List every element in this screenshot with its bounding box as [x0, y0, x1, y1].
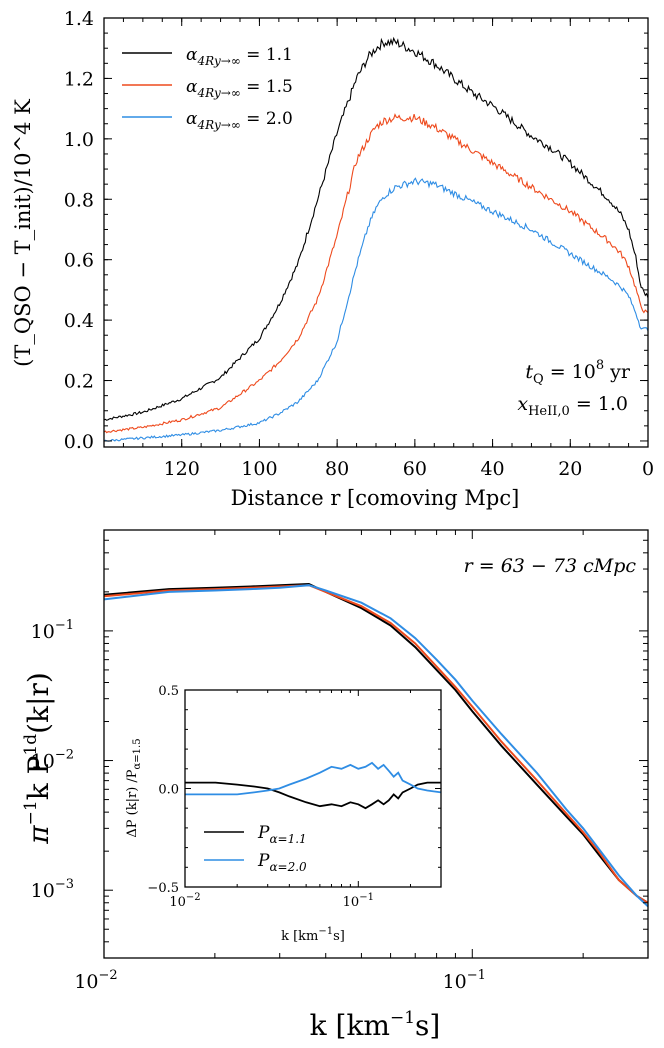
top-x-tick-label: 100: [241, 458, 277, 480]
inset-legend: Pα=1.1 Pα=2.0: [204, 823, 307, 874]
top-series-a20: [103, 177, 649, 442]
inset-background: [185, 690, 441, 887]
legend-label-a20: α4Ry→∞ = 2.0: [186, 109, 293, 132]
top-x-axis-label: Distance r [comoving Mpc]: [231, 486, 520, 510]
annotation-tq: tQ = 108 yr: [525, 358, 631, 387]
inset-panel: 10−2 10−1 0.5 0.0 −0.5: [147, 684, 442, 910]
bottom-x-axis-label: k [km−1s]: [310, 1008, 441, 1042]
top-panel: 120 100 80 60 40 20 0 0.0 0.2 0.4 0.6 0.8 1.0 1.2 1.4: [64, 8, 654, 480]
legend-label-a15: α4Ry→∞ = 1.5: [186, 77, 293, 100]
bottom-y-tick-label: 10−1: [31, 618, 74, 643]
inset-legend-label-a20: Pα=2.0: [257, 851, 307, 874]
legend-label-a11: α4Ry→∞ = 1.1: [186, 45, 293, 68]
top-legend: α4Ry→∞ = 1.1 α4Ry→∞ = 1.5 α4Ry→∞ = 2.0: [122, 45, 293, 132]
bottom-x-tick-label: 10−1: [443, 968, 486, 993]
bottom-series-a11: [103, 582, 649, 904]
bottom-panel: 10−2 10−1 10−3 10−2 10−1: [31, 529, 649, 993]
annotation-xheii: xHeII,0 = 1.0: [517, 393, 628, 419]
top-series-a15: [103, 113, 649, 434]
top-annotations: tQ = 108 yr xHeII,0 = 1.0: [517, 358, 631, 419]
inset-y-axis-label: ΔP (k|r) /Pα=1.5: [125, 738, 143, 837]
top-y-tick-label: 1.2: [64, 68, 94, 90]
top-series-a11: [103, 36, 649, 421]
bottom-series-a15: [103, 584, 649, 904]
top-x-tick-label: 20: [558, 458, 582, 480]
inset-y-tick-label: 0.0: [158, 783, 179, 798]
bottom-y-axis-label: π−1k P1d(k|r): [21, 672, 55, 845]
inset-x-axis-label: k [km−1s]: [281, 926, 345, 944]
inset-series-a20: [185, 761, 442, 796]
inset-y-tick-label: 0.5: [158, 684, 179, 699]
top-x-tick-label: 80: [325, 458, 349, 480]
inset-y-tick-label: −0.5: [147, 881, 179, 896]
top-x-tick-label: 40: [480, 458, 504, 480]
annotation-r-range: r = 63 − 73 cMpc: [464, 555, 637, 577]
inset-series-a11: [185, 781, 441, 810]
top-y-tick-label: 0.6: [64, 250, 94, 272]
inset-x-tick-label: 10−1: [343, 892, 374, 910]
bottom-series-a20: [103, 584, 649, 908]
top-y-tick-label: 0.4: [64, 310, 94, 332]
inset-x-tick-label: 10−2: [169, 892, 200, 910]
top-y-tick-label: 1.4: [64, 8, 94, 30]
top-y-tick-label: 0.0: [64, 431, 94, 453]
top-y-axis-label: (T_QSO − T_init)/10^4 K: [11, 99, 35, 367]
bottom-axes-frame: [103, 529, 649, 959]
top-y-tick-label: 0.8: [64, 189, 94, 211]
top-x-tick-label: 120: [164, 458, 200, 480]
bottom-y-tick-label: 10−3: [31, 877, 74, 902]
top-x-tick-label: 0: [642, 458, 654, 480]
top-y-tick-label: 0.2: [64, 371, 94, 393]
bottom-y-tick-label: 10−2: [31, 748, 74, 773]
inset-legend-label-a11: Pα=1.1: [257, 823, 307, 846]
top-y-tick-label: 1.0: [64, 129, 94, 151]
top-x-tick-label: 60: [403, 458, 427, 480]
bottom-x-tick-label: 10−2: [74, 968, 117, 993]
